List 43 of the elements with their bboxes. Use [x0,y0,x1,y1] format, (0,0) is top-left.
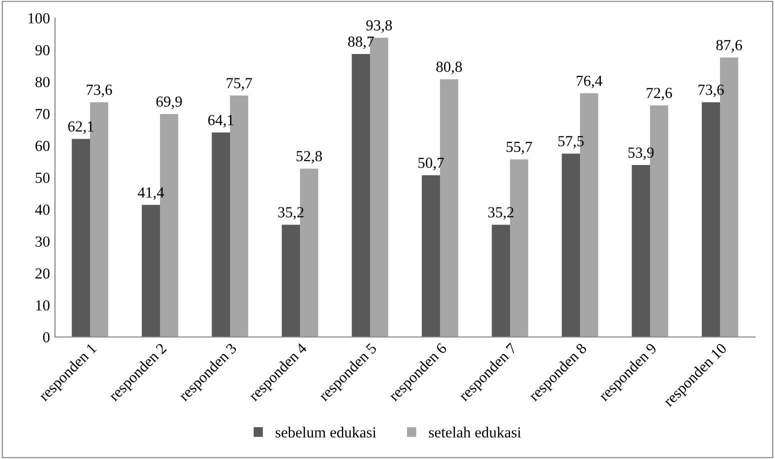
y-tick-label: 90 [35,45,50,56]
y-tick-label: 10 [36,300,50,311]
y-tick-label: 100 [28,13,50,24]
legend-label: setelah edukasi [429,426,522,438]
data-label: 35,2 [278,207,304,220]
bar [72,138,90,337]
data-label: 53,9 [628,148,654,160]
data-label: 52,8 [296,150,322,164]
data-label: 57,5 [558,136,584,149]
data-label: 41,4 [138,187,164,200]
y-tick-label: 50 [36,172,50,183]
data-label: 55,7 [506,142,532,154]
data-label: 88,7 [348,36,374,49]
y-tick-label: 0 [43,332,50,342]
bar [352,54,370,337]
y-tick-label: 40 [35,204,50,215]
data-label: 80,8 [436,62,462,74]
data-label: 72,6 [646,88,672,100]
data-label: 64,1 [208,114,234,128]
data-label: 87,6 [716,40,742,52]
y-tick-label: 20 [36,268,50,279]
data-label: 50,7 [418,158,444,170]
bar [422,175,440,337]
data-label: 35,2 [488,207,514,220]
y-tick-label: 70 [36,108,50,120]
y-tick-label: 60 [36,140,50,152]
bar [562,154,580,337]
bar [492,224,510,337]
data-label: 69,9 [156,96,182,109]
bar [632,165,650,337]
data-label: 93,8 [366,20,392,33]
y-tick-label: 30 [36,236,50,247]
bar [282,224,300,337]
data-label: 73,6 [86,84,112,98]
data-label: 75,7 [226,78,252,90]
bar [702,102,720,337]
data-label: 62,1 [68,121,94,134]
y-tick-label: 80 [35,76,50,88]
bar [142,204,160,337]
data-label: 73,6 [698,84,724,98]
bar [212,132,230,337]
data-label: 76,4 [576,76,602,88]
legend-label: sebelum edukasi [276,426,376,438]
